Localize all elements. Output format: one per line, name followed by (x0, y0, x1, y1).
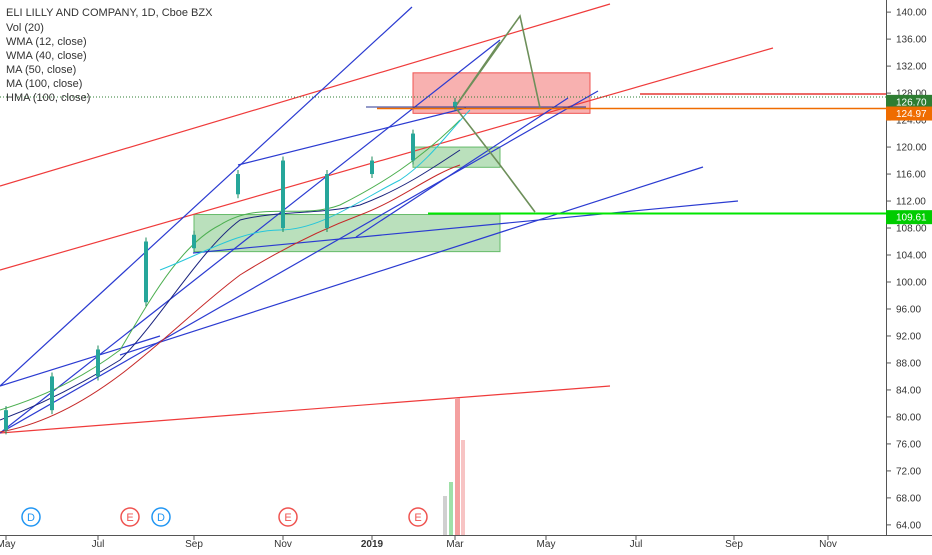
marker-label: E (284, 512, 291, 524)
zones-layer (193, 72, 591, 253)
red-channel-lower[interactable] (0, 385, 611, 434)
projection-arrows[interactable] (454, 14, 541, 213)
x-axis-ticks: May Jul Sep Nov 2019 Mar May Jul Sep Nov (0, 535, 837, 550)
wma-40-line (0, 149, 461, 421)
legend-indicator: Vol (20) (6, 22, 44, 34)
x-tick-label: Sep (185, 539, 203, 550)
y-tick-label: 80.00 (896, 412, 921, 423)
y-tick-label: 88.00 (896, 358, 921, 369)
x-tick-label: May (537, 539, 556, 550)
y-tick-label: 104.00 (896, 251, 927, 262)
x-tick-label: Nov (819, 539, 837, 550)
marker-label: E (126, 512, 133, 524)
candle-body (370, 160, 374, 175)
y-tick-label: 136.00 (896, 35, 927, 46)
candle-body (144, 241, 148, 303)
marker-label: E (414, 512, 421, 524)
blue-line-3[interactable] (0, 90, 599, 434)
x-tick-label: Nov (274, 539, 292, 550)
dividend-marker[interactable] (21, 507, 41, 527)
volume-bar (443, 496, 447, 535)
hma-line (159, 109, 471, 271)
legend: ELI LILLY AND COMPANY, 1D, Cboe BZX Vol … (6, 7, 213, 104)
candle-body (325, 174, 329, 229)
price-label-box (886, 106, 932, 121)
legend-indicator: HMA (100, close) (6, 92, 90, 104)
candle-body (192, 234, 196, 249)
blue-line-1[interactable] (0, 6, 413, 387)
y-tick-label: 108.00 (896, 224, 927, 235)
marker-label: D (157, 512, 165, 524)
x-tick-label: Jul (630, 539, 643, 550)
x-tick-label: May (0, 539, 15, 550)
price-label-text: 124.97 (896, 109, 927, 120)
arrow-short-path[interactable] (454, 41, 501, 108)
y-tick-label: 132.00 (896, 62, 927, 73)
y-axis-ticks: 64.00 68.00 72.00 76.00 80.00 84.00 88.00 92.00… (886, 8, 927, 531)
y-tick-label: 92.00 (896, 331, 921, 342)
blue-line-7[interactable] (0, 335, 161, 387)
candle-body (411, 133, 415, 161)
x-tick-label: Jul (92, 539, 105, 550)
legend-indicator: MA (50, close) (6, 64, 76, 76)
y-tick-label: 116.00 (896, 170, 926, 181)
dividend-marker[interactable] (151, 507, 171, 527)
y-tick-label: 124.00 (896, 116, 927, 127)
y-tick-label: 68.00 (896, 493, 921, 504)
red-channel-upper[interactable] (0, 3, 611, 187)
blue-line-6[interactable] (237, 107, 467, 166)
legend-indicator: WMA (12, close) (6, 36, 87, 48)
price-label-text: 126.70 (896, 97, 927, 108)
price-label-box (886, 94, 932, 109)
y-tick-label: 64.00 (896, 520, 921, 531)
marker-label: D (27, 512, 35, 524)
y-tick-label: 96.00 (896, 304, 921, 315)
arrow-down-path[interactable] (454, 106, 536, 213)
candle-body (453, 101, 457, 107)
y-tick-label: 112.00 (896, 197, 926, 208)
y-tick-label: 72.00 (896, 466, 921, 477)
volume-bar (461, 440, 465, 535)
moving-averages-layer (0, 109, 471, 433)
blue-line-4[interactable] (119, 166, 704, 356)
earnings-marker[interactable] (120, 507, 140, 527)
price-label-text: 109.61 (896, 213, 927, 224)
y-tick-label: 100.00 (896, 277, 927, 288)
blue-line-2[interactable] (0, 39, 501, 434)
candle-body (50, 376, 54, 411)
y-tick-label: 76.00 (896, 439, 921, 450)
x-tick-label: Sep (725, 539, 743, 550)
price-label-box (886, 210, 932, 225)
candle-body (281, 160, 285, 229)
candle-body (4, 410, 8, 431)
y-tick-label: 84.00 (896, 385, 921, 396)
blue-line-5[interactable] (192, 200, 739, 254)
legend-indicator: WMA (40, close) (6, 50, 87, 62)
wma-12-line (0, 119, 461, 411)
candle-body (236, 174, 240, 195)
blue-line-8[interactable] (355, 97, 569, 238)
candles-layer (4, 97, 457, 435)
y-tick-label: 140.00 (896, 8, 927, 19)
x-tick-label: 2019 (361, 539, 384, 550)
support-zone[interactable] (193, 214, 501, 253)
legend-title: ELI LILLY AND COMPANY, 1D, Cboe BZX (6, 7, 213, 19)
y-tick-label: 128.00 (896, 89, 927, 100)
ma-50-line (0, 164, 461, 433)
y-tick-label: 120.00 (896, 143, 927, 154)
volume-layer (443, 398, 465, 535)
red-channel-middle[interactable] (0, 47, 774, 271)
legend-indicator: MA (100, close) (6, 78, 82, 90)
volume-bar (455, 398, 460, 535)
x-tick-label: Mar (446, 539, 464, 550)
earnings-marker[interactable] (278, 507, 298, 527)
volume-bar (449, 482, 453, 535)
earnings-marker[interactable] (408, 507, 428, 527)
candle-body (96, 349, 100, 377)
